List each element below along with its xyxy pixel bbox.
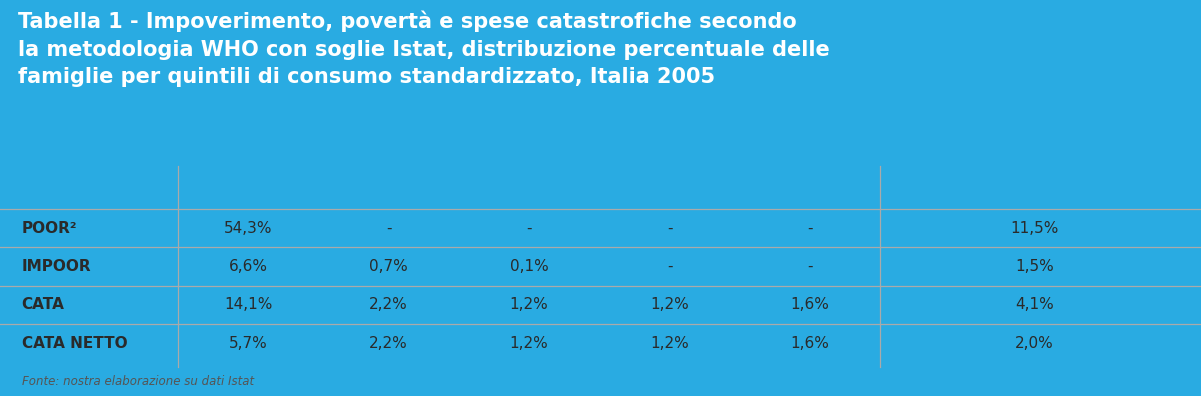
Text: 11,5%: 11,5% (1010, 221, 1059, 236)
Text: 1,6%: 1,6% (790, 297, 830, 312)
Text: 1,5%: 1,5% (1015, 259, 1054, 274)
Text: 14,1%: 14,1% (223, 297, 273, 312)
Text: 6,6%: 6,6% (228, 259, 268, 274)
Text: 4,1%: 4,1% (1015, 297, 1054, 312)
Text: -: - (807, 221, 813, 236)
Text: Tutta Italia: Tutta Italia (985, 180, 1085, 195)
Text: -: - (667, 221, 673, 236)
Text: 1,2%: 1,2% (509, 336, 549, 351)
Text: 1: 1 (243, 180, 253, 195)
Text: 1,2%: 1,2% (650, 336, 689, 351)
Text: 2,2%: 2,2% (369, 297, 408, 312)
Text: -: - (667, 259, 673, 274)
Text: Quintile: Quintile (22, 180, 94, 195)
Text: 2,0%: 2,0% (1015, 336, 1054, 351)
Text: CATA: CATA (22, 297, 65, 312)
Text: Tabella 1 - Impoverimento, povertà e spese catastrofiche secondo
la metodologia : Tabella 1 - Impoverimento, povertà e spe… (18, 11, 830, 87)
Text: 5: 5 (805, 180, 815, 195)
Text: 2,2%: 2,2% (369, 336, 408, 351)
Text: IMPOOR: IMPOOR (22, 259, 91, 274)
Text: 0,7%: 0,7% (369, 259, 408, 274)
Text: 54,3%: 54,3% (223, 221, 273, 236)
Text: Fonte: nostra elaborazione su dati Istat: Fonte: nostra elaborazione su dati Istat (22, 375, 253, 388)
Text: 1,2%: 1,2% (650, 297, 689, 312)
Text: 5,7%: 5,7% (228, 336, 268, 351)
Text: -: - (526, 221, 532, 236)
Text: 3: 3 (524, 180, 534, 195)
Text: 4: 4 (664, 180, 675, 195)
Text: 2: 2 (383, 180, 394, 195)
Text: CATA NETTO: CATA NETTO (22, 336, 127, 351)
Text: 1,6%: 1,6% (790, 336, 830, 351)
Text: 1,2%: 1,2% (509, 297, 549, 312)
Text: -: - (386, 221, 392, 236)
Text: 0,1%: 0,1% (509, 259, 549, 274)
Text: -: - (807, 259, 813, 274)
Text: POOR²: POOR² (22, 221, 77, 236)
